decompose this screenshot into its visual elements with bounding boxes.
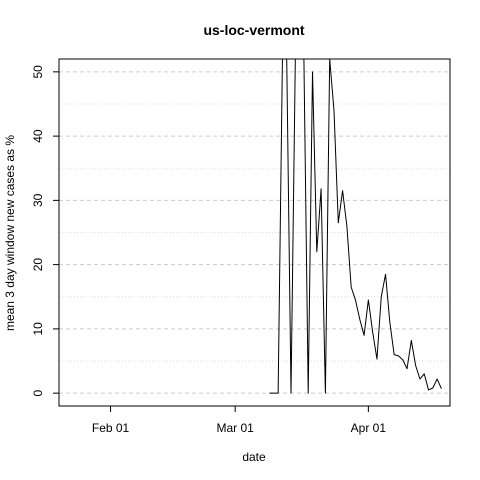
x-tick-label: Mar 01	[216, 421, 254, 435]
y-tick-label: 20	[31, 258, 45, 272]
y-tick-label: 40	[31, 129, 45, 143]
chart-title: us-loc-vermont	[203, 22, 304, 38]
x-axis-label: date	[242, 450, 266, 464]
x-axis: Feb 01 Mar 01 Apr 01	[92, 406, 386, 435]
y-axis: 0 10 20 30 40 50	[31, 65, 59, 396]
plot-frame	[58, 58, 451, 407]
y-tick-label: 50	[31, 65, 45, 79]
y-tick-label: 30	[31, 193, 45, 207]
x-tick-label: Feb 01	[92, 421, 130, 435]
x-tick-label: Apr 01	[351, 421, 387, 435]
series-line	[269, 59, 442, 394]
grid	[59, 71, 450, 394]
series-group	[269, 59, 442, 394]
y-tick-label: 10	[31, 322, 45, 336]
y-tick-label: 0	[31, 389, 45, 396]
y-axis-label: mean 3 day window new cases as %	[3, 135, 17, 331]
